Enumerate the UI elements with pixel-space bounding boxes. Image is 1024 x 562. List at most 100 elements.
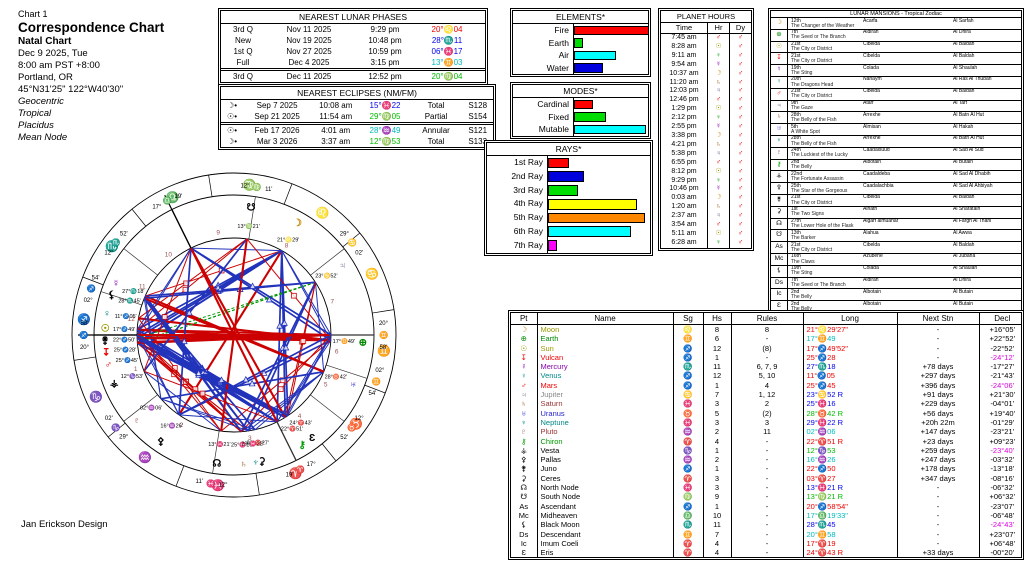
sign-1-icon: ♈ — [289, 467, 303, 480]
svg-text:20°: 20° — [80, 345, 90, 351]
lunar-mansion-row: ⚷ 2nd Albotain Al Butain The Belly — [771, 159, 1021, 172]
wheel-ceres-icon: ⚳ — [258, 456, 265, 467]
planet-table-row: As Ascendant ♐ 1- 20°♐58'54" - -23°07' — [511, 501, 1021, 511]
eclipses-panel: NEAREST ECLIPSES (NM/FM) ☽• Sep 7 2025 10:… — [218, 84, 496, 150]
eclipse-row: ☽• Sep 7 2025 10:08 am 15°♓22 Total S128 — [227, 101, 488, 110]
planet-hour-row: 2:55 pm ☿ ♂ — [661, 123, 751, 132]
system-zodiac: Tropical — [18, 108, 52, 119]
lunar-mansion-row: ♀ 20th Nahaym Al Ras Al Thuban The Dragons… — [771, 77, 1021, 89]
svg-text:♐: ♐ — [79, 331, 88, 340]
bar — [548, 198, 637, 210]
house-number: 9 — [216, 229, 220, 236]
house-number: 7 — [331, 298, 335, 305]
bar-row: Fixed — [513, 110, 648, 124]
col-rules: Rules — [730, 313, 803, 325]
planet-icon: ♇ — [771, 147, 788, 159]
modes-title: MODES* — [513, 85, 648, 98]
lunar-phases-title: NEAREST LUNAR PHASES — [221, 11, 485, 24]
eclipse-row: ☉• Sep 21 2025 11:54 am 29°♍05 Partial S154 — [227, 112, 488, 121]
col-decl: Decl — [978, 313, 1021, 325]
wheel-saturn-icon: ♄ — [240, 459, 248, 470]
svg-text:♉: ♉ — [347, 423, 356, 432]
wheel-sun-icon: ☉ — [101, 323, 110, 334]
rays-bars: 1st Ray 2nd Ray 3rd Ray 4th Ray 5th Ray … — [487, 156, 650, 253]
svg-text:♈: ♈ — [296, 465, 305, 474]
lunar-mansion-row: ⚶ 22nd Caadaldeba Al Sad Al Dhabih The For… — [771, 171, 1021, 184]
lunar-mansion-row: ⚴ 25th Caadalachbia Al Sad Al Ahbiyah The … — [771, 183, 1021, 195]
bar-row: Cardinal — [513, 98, 648, 111]
system-houses: Placidus — [18, 120, 54, 131]
wheel-black-moon-icon: ⚸ — [108, 290, 115, 301]
col-sg: Sg — [672, 313, 703, 325]
lunar-mansion-row: ↧ 21st Cibelda Al Baldah The City or Distr… — [771, 53, 1021, 66]
wheel-vesta-label: 12°♑53' — [121, 373, 143, 380]
wheel-vulcan-label: 25°♐28' — [114, 347, 136, 354]
planet-hours-header: Time Hr Dy — [661, 23, 751, 34]
bar-row: Earth — [513, 36, 648, 50]
chart-date: Dec 9 2025, Tue — [18, 48, 88, 59]
planet-table-row: ⚸ Black Moon ♏ 11- 28°♏45 - -24°43' — [511, 520, 1021, 530]
planet-icon: ♂ — [771, 88, 788, 100]
page-title: Correspondence Chart — [18, 20, 165, 35]
svg-text:52': 52' — [340, 435, 348, 441]
chart-place: Portland, OR — [18, 72, 73, 83]
eclipse-rows: ☽• Sep 7 2025 10:08 am 15°♓22 Total S128 ☉• S… — [221, 100, 493, 147]
chart-time: 8:00 am PST +8:00 — [18, 60, 100, 71]
planet-hour-row: 10:37 am ☽ ♂ — [661, 69, 751, 79]
bar-row: 2nd Ray — [487, 169, 650, 184]
lunar-mansion-row: ♄ 28th Arrexhe Al Batn Al Hut The Belly of… — [771, 112, 1021, 125]
elements-bars: Fire Earth Air Water — [513, 24, 648, 75]
col-hr: Hr — [708, 23, 730, 33]
planet-hour-row: 1:29 pm ☉ ♂ — [661, 105, 751, 115]
lunar-mansion-row: ⊕ 7th Aldirah Al Dhira The Seed or The Bra… — [771, 29, 1021, 42]
svg-text:02°: 02° — [84, 298, 94, 304]
bar — [548, 226, 631, 238]
wheel-black-moon-label: 28°♏45' — [118, 297, 140, 304]
planet-icon: ☉ — [771, 41, 788, 53]
col-time: Time — [661, 23, 708, 33]
svg-text:12°: 12° — [240, 184, 250, 190]
lunar-mansion-row: ☿ 19th Colada Al Shaulah The Sting — [771, 65, 1021, 77]
lunar-mansion-row: Ds 7th Aldirah Al Dhira The Seed or The Br… — [771, 277, 1021, 290]
planet-icon: As — [771, 242, 788, 253]
lunar-mansion-row: ☊ 27th Algarf almuahar Al Fargh Al Thani T… — [771, 218, 1021, 231]
planet-hour-row: 7:45 am ♂ ♂ — [661, 34, 751, 43]
rays-title: RAYS* — [487, 143, 650, 156]
house-number: 4 — [298, 413, 302, 420]
lunar-mansion-row: ♃ 9th Atarf Al Tarf The Gaze — [771, 100, 1021, 113]
planet-hour-row: 8:12 pm ☉ ♂ — [661, 167, 751, 177]
bar-row: Air — [513, 49, 648, 62]
planet-icon: ☽ — [771, 18, 788, 29]
planet-table-row: ♃ Jupiter ♋ 7 1, 12 23°♋52 R +91 days +21… — [511, 390, 1021, 400]
svg-text:♋: ♋ — [347, 238, 356, 247]
natal-wheel-chart: ♈♉♊♋♌♍♎♏♐♑♒♓20°♐58'129°♑02'212°♓11'317°♈… — [71, 172, 397, 498]
bar — [574, 50, 616, 61]
bar — [574, 25, 648, 36]
wheel-south-node-icon: ☋ — [247, 203, 256, 214]
planet-hour-row: 5:11 am ☉ ♂ — [661, 229, 751, 239]
svg-text:02': 02' — [355, 250, 363, 256]
wheel-jupiter-icon: ♃ — [339, 260, 347, 271]
svg-text:12°: 12° — [104, 250, 114, 256]
lunar-mansion-row: ⚸ 19th Colada Al Shaulah The Sting — [771, 265, 1021, 278]
lunar-mansion-row: ♆ 28th Arrexhe Al Batn Al Hut The Belly of… — [771, 136, 1021, 148]
planet-table-row: ♇ Pluto ♒ 2 11 02°♒06 +147 days -23°21' — [511, 427, 1021, 437]
lunar-phases-panel: NEAREST LUNAR PHASES 3rd Q Nov 11 2025 9:… — [218, 8, 488, 85]
svg-text:02': 02' — [105, 416, 113, 422]
sign-3-icon: ♊ — [377, 345, 391, 358]
planet-hour-row: 8:28 am ☉ ♂ — [661, 42, 751, 52]
col-pt: Pt — [511, 313, 537, 325]
wheel-north-node-icon: ☊ — [212, 458, 221, 469]
house-number: 10 — [165, 252, 173, 259]
planet-hour-row: 2:12 pm ♀ ♂ — [661, 114, 751, 124]
svg-text:♎: ♎ — [163, 196, 172, 205]
col-hs: Hs — [702, 313, 731, 325]
planet-table: Pt Name Sg Hs Rules Long Next Stn Decl ☽… — [511, 313, 1021, 558]
planet-hour-row: 11:20 am ♄ ♂ — [661, 78, 751, 88]
planet-table-row: ♅ Uranus ♉ 5 (2) 28°♉42 R +56 days +19°40… — [511, 408, 1021, 418]
planet-hour-row: 2:37 am ♃ ♂ — [661, 212, 751, 222]
planet-hour-row: 5:38 pm ♃ ♂ — [661, 149, 751, 159]
wheel-juno-icon: ⚵ — [101, 336, 108, 347]
